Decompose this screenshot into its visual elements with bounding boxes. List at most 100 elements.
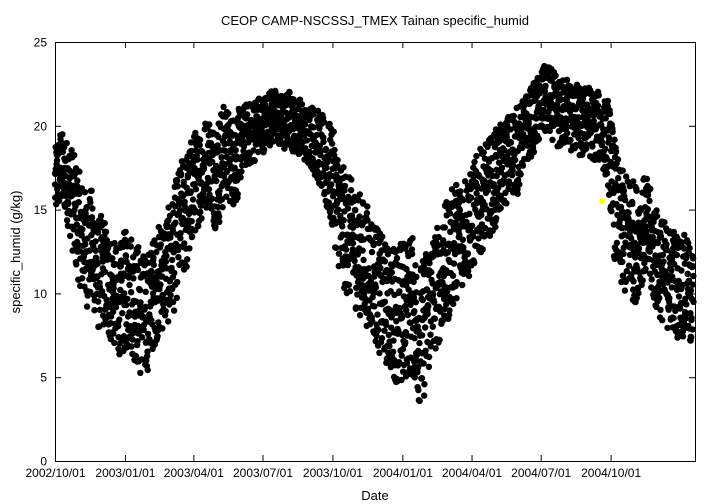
- data-point: [678, 267, 685, 274]
- data-point: [411, 374, 418, 381]
- data-point: [347, 187, 355, 194]
- data-point: [546, 97, 553, 104]
- data-point: [309, 155, 316, 163]
- data-point: [298, 101, 306, 108]
- data-point: [76, 248, 84, 255]
- data-point: [109, 255, 116, 262]
- data-point: [646, 248, 653, 255]
- data-point: [681, 231, 688, 239]
- data-point: [136, 307, 144, 314]
- data-point: [368, 248, 376, 256]
- data-point: [612, 148, 620, 156]
- data-point: [663, 273, 671, 280]
- data-point: [649, 234, 656, 241]
- data-point: [89, 205, 96, 212]
- data-point: [498, 164, 506, 171]
- data-point: [159, 325, 166, 332]
- data-point: [144, 348, 151, 355]
- data-point: [364, 217, 371, 224]
- data-point: [102, 228, 110, 236]
- data-point: [74, 177, 81, 184]
- data-point: [675, 293, 683, 300]
- highlight-point: [599, 198, 606, 205]
- data-point: [456, 231, 463, 238]
- data-point: [377, 264, 384, 272]
- data-point: [413, 273, 420, 281]
- data-point: [165, 318, 172, 325]
- data-point: [71, 152, 78, 159]
- data-point: [416, 339, 423, 347]
- data-point: [682, 295, 689, 302]
- data-point: [630, 278, 637, 285]
- data-point: [227, 156, 234, 163]
- data-point: [134, 266, 142, 274]
- data-point: [195, 172, 202, 180]
- data-point: [424, 307, 431, 314]
- x-tick-label: 2002/10/01: [25, 466, 85, 480]
- data-point: [418, 332, 426, 339]
- data-point: [286, 89, 293, 96]
- data-point: [369, 317, 376, 325]
- data-point: [388, 269, 395, 276]
- data-point: [75, 190, 83, 198]
- data-point: [486, 232, 494, 239]
- data-point: [167, 234, 174, 241]
- data-point: [237, 174, 244, 181]
- data-point: [160, 301, 167, 308]
- data-point: [602, 115, 609, 122]
- data-point: [89, 239, 96, 247]
- data-point: [101, 220, 108, 227]
- data-point: [399, 345, 407, 353]
- data-point: [603, 170, 611, 177]
- data-point: [133, 353, 140, 360]
- x-tick-label: 2004/04/01: [442, 466, 502, 480]
- data-point: [573, 114, 580, 121]
- data-point: [682, 255, 690, 262]
- data-point: [371, 273, 378, 280]
- data-point: [92, 247, 99, 254]
- data-point: [223, 193, 230, 200]
- data-point: [159, 292, 166, 299]
- data-point: [169, 298, 177, 306]
- data-point: [677, 305, 684, 312]
- data-point: [328, 140, 336, 147]
- data-point: [647, 239, 655, 247]
- data-point: [255, 148, 262, 156]
- data-point: [633, 294, 640, 302]
- data-point: [599, 131, 607, 138]
- data-point: [688, 334, 695, 341]
- data-point: [303, 137, 311, 144]
- data-point: [339, 223, 346, 230]
- data-point: [512, 156, 519, 164]
- data-point: [507, 126, 514, 133]
- data-point: [151, 237, 158, 244]
- data-point: [122, 253, 130, 260]
- x-tick-label: 2004/07/01: [511, 466, 571, 480]
- data-point: [213, 177, 220, 185]
- data-point: [450, 300, 457, 308]
- data-point: [620, 244, 627, 252]
- data-point: [509, 167, 516, 174]
- data-point: [335, 250, 343, 257]
- data-point: [557, 114, 564, 121]
- data-point: [254, 122, 261, 129]
- chart-title: CEOP CAMP-NSCSSJ_TMEX Tainan specific_hu…: [221, 13, 529, 28]
- data-point: [625, 209, 632, 217]
- data-point: [142, 315, 149, 322]
- data-point: [419, 296, 426, 304]
- data-point: [83, 248, 91, 255]
- data-point: [198, 215, 205, 222]
- data-point: [664, 324, 671, 332]
- data-point: [552, 72, 559, 79]
- data-point: [418, 375, 426, 382]
- data-point: [234, 190, 241, 198]
- data-point: [216, 187, 223, 195]
- data-point: [644, 206, 651, 213]
- data-point: [431, 299, 438, 306]
- y-tick-label: 20: [34, 119, 48, 133]
- data-point: [59, 131, 66, 138]
- data-point: [408, 298, 415, 305]
- data-point: [356, 312, 364, 319]
- data-point: [621, 231, 628, 238]
- data-point: [144, 330, 152, 338]
